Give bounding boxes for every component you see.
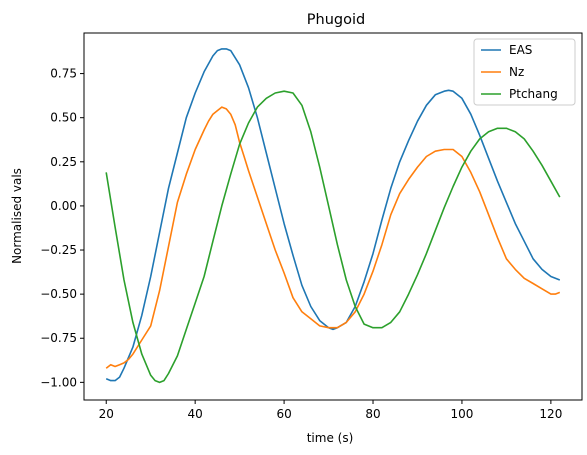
x-tick-label: 120	[539, 407, 562, 421]
x-tick-label: 20	[99, 407, 114, 421]
series-line-eas	[105, 48, 561, 382]
y-tick-label: 0.25	[50, 155, 77, 169]
y-tick-label: 0.50	[50, 111, 77, 125]
x-axis-ticks: 20 40 60 80 100 120	[99, 400, 562, 421]
legend: EAS Nz Ptchang	[473, 38, 576, 106]
legend-frame	[473, 38, 576, 106]
x-tick-label: 80	[365, 407, 380, 421]
y-tick-label: −1.00	[40, 375, 77, 389]
y-axis-label: Normalised vals	[10, 168, 24, 264]
y-axis-ticks: −1.00 −0.75 −0.50 −0.25 0.00 0.25 0.50 0.75	[40, 67, 84, 389]
legend-label-ptchang: Ptchang	[509, 87, 558, 101]
y-tick-label: −0.75	[40, 331, 77, 345]
plot-frame	[83, 32, 583, 401]
plot-area	[83, 32, 583, 401]
legend-label-eas: EAS	[509, 43, 532, 57]
series-layer	[105, 48, 561, 384]
x-tick-label: 40	[188, 407, 203, 421]
y-tick-label: −0.25	[40, 243, 77, 257]
series-line-ptchang	[105, 90, 561, 384]
y-tick-label: 0.00	[50, 199, 77, 213]
x-tick-label: 100	[450, 407, 473, 421]
legend-items: EAS Nz Ptchang	[481, 43, 558, 101]
series-line-nz	[105, 106, 561, 369]
y-tick-label: −0.50	[40, 287, 77, 301]
legend-label-nz: Nz	[509, 65, 524, 79]
x-axis-label: time (s)	[307, 431, 354, 445]
chart-title: Phugoid	[307, 12, 365, 28]
x-tick-label: 60	[276, 407, 291, 421]
y-tick-label: 0.75	[50, 67, 77, 81]
